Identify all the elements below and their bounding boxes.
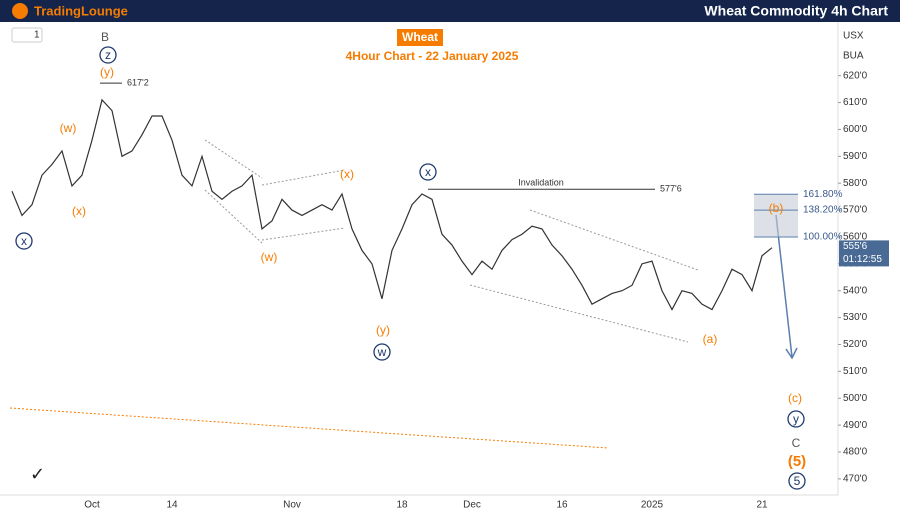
- fib-label: 100.00%: [803, 232, 843, 243]
- price-line: [11, 98, 773, 311]
- channel-line: [529, 209, 699, 271]
- y-tick-label: 570'0: [843, 205, 868, 216]
- unit: BUA: [843, 51, 864, 62]
- y-tick-label: 530'0: [843, 312, 868, 323]
- x-tick-label: 18: [396, 500, 408, 511]
- x-tick-label: Dec: [463, 500, 481, 511]
- wave-label: w: [377, 345, 387, 359]
- y-tick-label: 560'0: [843, 232, 868, 243]
- wave-circle: [15, 232, 33, 250]
- channel-line: [204, 189, 263, 244]
- y-tick-label: 610'0: [843, 97, 868, 108]
- y-tick-label: 470'0: [843, 474, 868, 485]
- tv-logo: ✓: [30, 464, 45, 484]
- wave-label: x: [425, 165, 431, 179]
- level-label: 617'2: [127, 77, 149, 87]
- wave-label: (w): [261, 250, 278, 264]
- trend-line: [9, 407, 609, 449]
- y-tick-label: 580'0: [843, 178, 868, 189]
- wave-label: (c): [788, 391, 802, 405]
- y-tick-label: 510'0: [843, 366, 868, 377]
- y-tick-label: 620'0: [843, 70, 868, 81]
- wave-circle: [788, 472, 806, 490]
- chart-title: Wheat: [402, 30, 438, 44]
- wave-label: (x): [340, 167, 354, 181]
- logo-icon: [12, 3, 28, 19]
- fib-label: 161.80%: [803, 189, 843, 200]
- wave-label: 5: [794, 474, 801, 488]
- x-tick-label: 21: [756, 500, 768, 511]
- invalidation-text: Invalidation: [518, 178, 564, 188]
- wave-label: y: [793, 412, 799, 426]
- y-tick-label: 480'0: [843, 447, 868, 458]
- wave-label: (b): [769, 201, 784, 215]
- level-label: 577'6: [660, 184, 682, 194]
- wave-circle: [99, 46, 117, 64]
- last-price-bg: [839, 240, 889, 267]
- header-bar: [0, 0, 900, 22]
- y-tick-label: 490'0: [843, 420, 868, 431]
- wave-label: B: [101, 30, 109, 44]
- x-tick-label: 2025: [641, 500, 664, 511]
- fib-label: 138.20%: [803, 205, 843, 216]
- wave-label: (a): [703, 332, 718, 346]
- channel-line: [469, 284, 689, 343]
- fib-box: [754, 194, 798, 237]
- y-tick-label: 590'0: [843, 151, 868, 162]
- interval: 1: [34, 30, 40, 41]
- x-tick-label: 14: [166, 500, 178, 511]
- wave-label: C: [792, 436, 801, 450]
- projection-arrow: [775, 214, 798, 360]
- interval-box[interactable]: [11, 27, 43, 43]
- last-price: 555'6: [843, 241, 868, 252]
- channel-line: [261, 227, 346, 241]
- channel-line: [261, 169, 346, 186]
- wave-circle: [373, 343, 391, 361]
- chart-subtitle: 4Hour Chart - 22 January 2025: [346, 49, 519, 63]
- wave-label: (w): [60, 121, 77, 135]
- title-bg: [397, 29, 443, 46]
- wave-label: (y): [376, 323, 390, 337]
- y-tick-label: 500'0: [843, 393, 868, 404]
- y-tick-label: 600'0: [843, 124, 868, 135]
- channel-line: [204, 139, 263, 179]
- x-tick-label: 16: [556, 500, 568, 511]
- wave-circle: [787, 410, 805, 428]
- brand: TradingLounge: [34, 3, 128, 18]
- y-tick-label: 520'0: [843, 339, 868, 350]
- countdown: 01:12:55: [843, 254, 882, 265]
- wave-label: (y): [100, 65, 114, 79]
- wave-label: (5): [788, 453, 806, 470]
- wave-label: x: [21, 234, 27, 248]
- header-title: Wheat Commodity 4h Chart: [704, 3, 888, 19]
- x-tick-label: Nov: [283, 500, 301, 511]
- currency: USX: [843, 31, 864, 42]
- wave-label: (x): [72, 204, 86, 218]
- y-tick-label: 540'0: [843, 285, 868, 296]
- wave-circle: [419, 163, 437, 181]
- x-tick-label: Oct: [84, 500, 100, 511]
- wave-label: z: [105, 48, 111, 62]
